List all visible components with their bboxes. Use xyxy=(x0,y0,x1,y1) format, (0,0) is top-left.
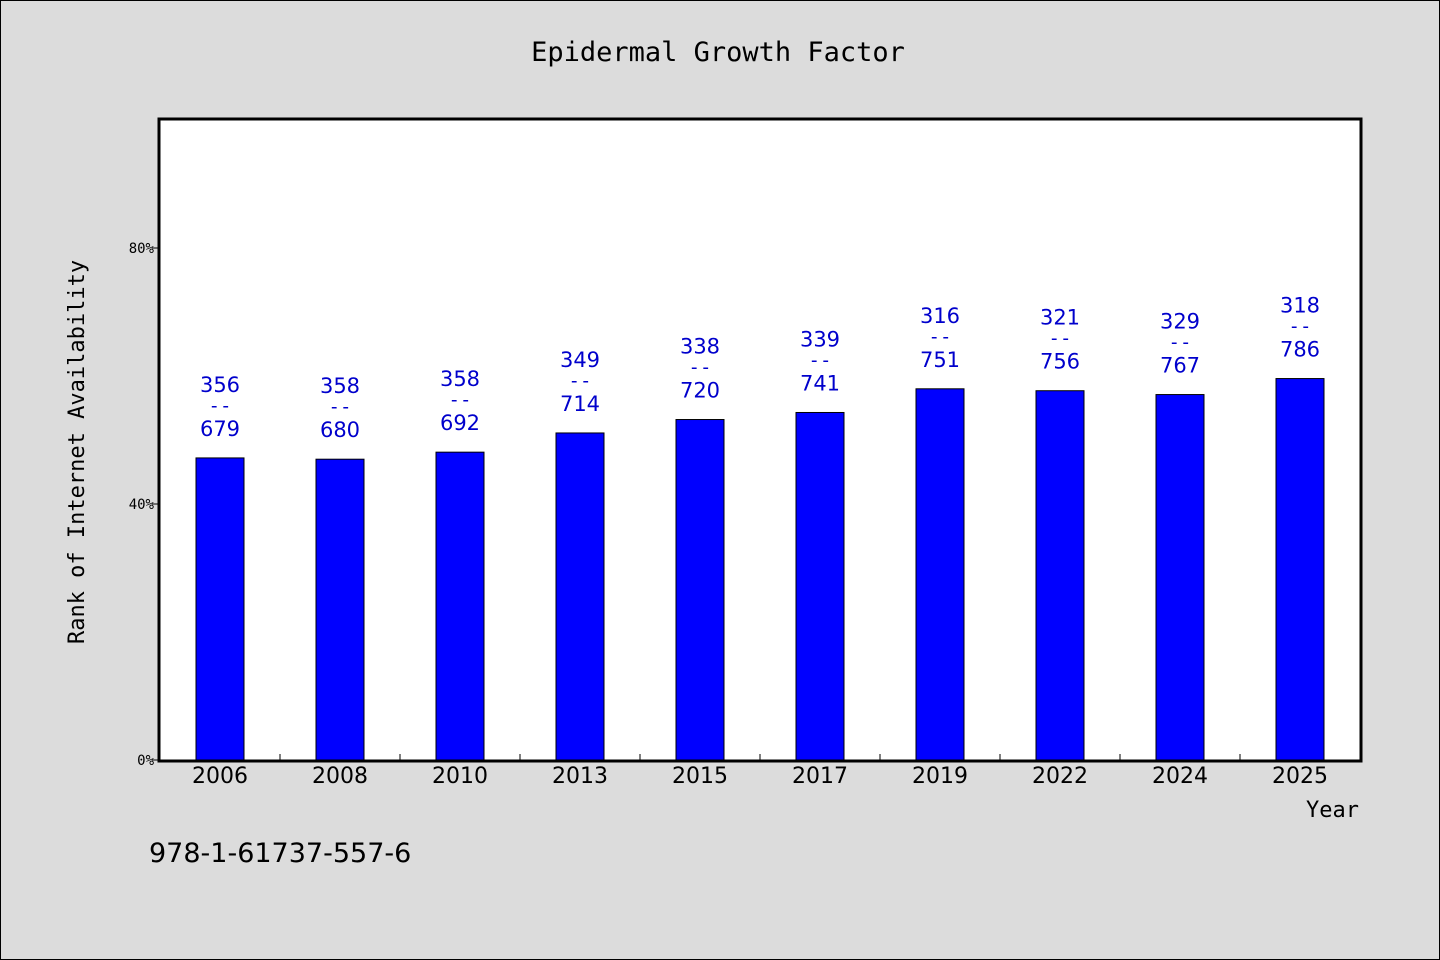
bar-label-top: 339 xyxy=(800,327,840,351)
bar-label-top: 318 xyxy=(1280,294,1320,318)
bar-label-top: 358 xyxy=(440,367,480,391)
bar-label-bottom: 767 xyxy=(1160,354,1200,378)
x-tick-label: 2022 xyxy=(1032,764,1088,789)
bar-label-bottom: 751 xyxy=(920,348,960,372)
y-axis: 0% 40% 80% xyxy=(129,241,160,769)
bar-label-separator: -- xyxy=(569,370,592,392)
x-axis: 2006 2008 2010 2013 2015 2017 2019 2022 2024 2025 xyxy=(192,754,1328,789)
y-axis-label: Rank of Internet Availability xyxy=(65,260,90,644)
x-tick-label: 2019 xyxy=(912,764,968,789)
y-tick-label: 80% xyxy=(129,241,155,257)
bar-label-bottom: 679 xyxy=(200,417,240,441)
bar-label-separator: -- xyxy=(329,396,352,418)
bar-label-top: 338 xyxy=(680,335,720,359)
bar-label-top: 358 xyxy=(320,374,360,398)
bar-label-separator: -- xyxy=(1169,332,1192,354)
bar-label-separator: -- xyxy=(449,389,472,411)
bar-label-separator: -- xyxy=(209,395,232,417)
bar-label-top: 329 xyxy=(1160,310,1200,334)
bar-label-bottom: 756 xyxy=(1040,350,1080,374)
bar-label-top: 356 xyxy=(200,373,240,397)
bar-2006 xyxy=(195,457,245,761)
bar-label-bottom: 714 xyxy=(560,392,600,416)
x-tick-label: 2008 xyxy=(312,764,368,789)
x-tick-label: 2013 xyxy=(552,764,608,789)
bar-2008 xyxy=(315,458,365,761)
x-tick-label: 2017 xyxy=(792,764,848,789)
bar-label-separator: -- xyxy=(1289,316,1312,338)
bar-2013 xyxy=(555,432,605,761)
bar-2015 xyxy=(675,419,725,761)
bar-2019 xyxy=(915,388,965,761)
bar-2022 xyxy=(1035,390,1085,761)
bars-group xyxy=(195,378,1325,761)
bar-2024 xyxy=(1155,394,1205,761)
bar-2017 xyxy=(795,411,845,761)
y-tick-label: 0% xyxy=(137,753,154,769)
bar-2010 xyxy=(435,451,485,761)
bar-label-bottom: 720 xyxy=(680,379,720,403)
x-tick-label: 2010 xyxy=(432,764,488,789)
x-axis-label: Year xyxy=(1306,798,1359,823)
bar-label-bottom: 741 xyxy=(800,371,840,395)
x-tick-label: 2025 xyxy=(1272,764,1328,789)
bar-label-separator: -- xyxy=(929,326,952,348)
x-tick-label: 2024 xyxy=(1152,764,1208,789)
bar-label-top: 349 xyxy=(560,348,600,372)
bar-label-bottom: 786 xyxy=(1280,338,1320,362)
bar-label-top: 316 xyxy=(920,304,960,328)
isbn-text: 978-1-61737-557-6 xyxy=(149,838,411,869)
bar-label-bottom: 692 xyxy=(440,411,480,435)
x-tick-label: 2006 xyxy=(192,764,248,789)
bar-label-separator: -- xyxy=(689,357,712,379)
y-tick-label: 40% xyxy=(129,497,155,513)
bar-label-bottom: 680 xyxy=(320,418,360,442)
bar-labels-group: 356--679358--680358--692349--714338--720… xyxy=(200,294,1320,443)
chart-title: Epidermal Growth Factor xyxy=(531,37,905,68)
bar-label-separator: -- xyxy=(809,349,832,371)
x-tick-label: 2015 xyxy=(672,764,728,789)
bar-2025 xyxy=(1275,378,1325,761)
bar-label-separator: -- xyxy=(1049,328,1072,350)
bar-label-top: 321 xyxy=(1040,306,1080,330)
